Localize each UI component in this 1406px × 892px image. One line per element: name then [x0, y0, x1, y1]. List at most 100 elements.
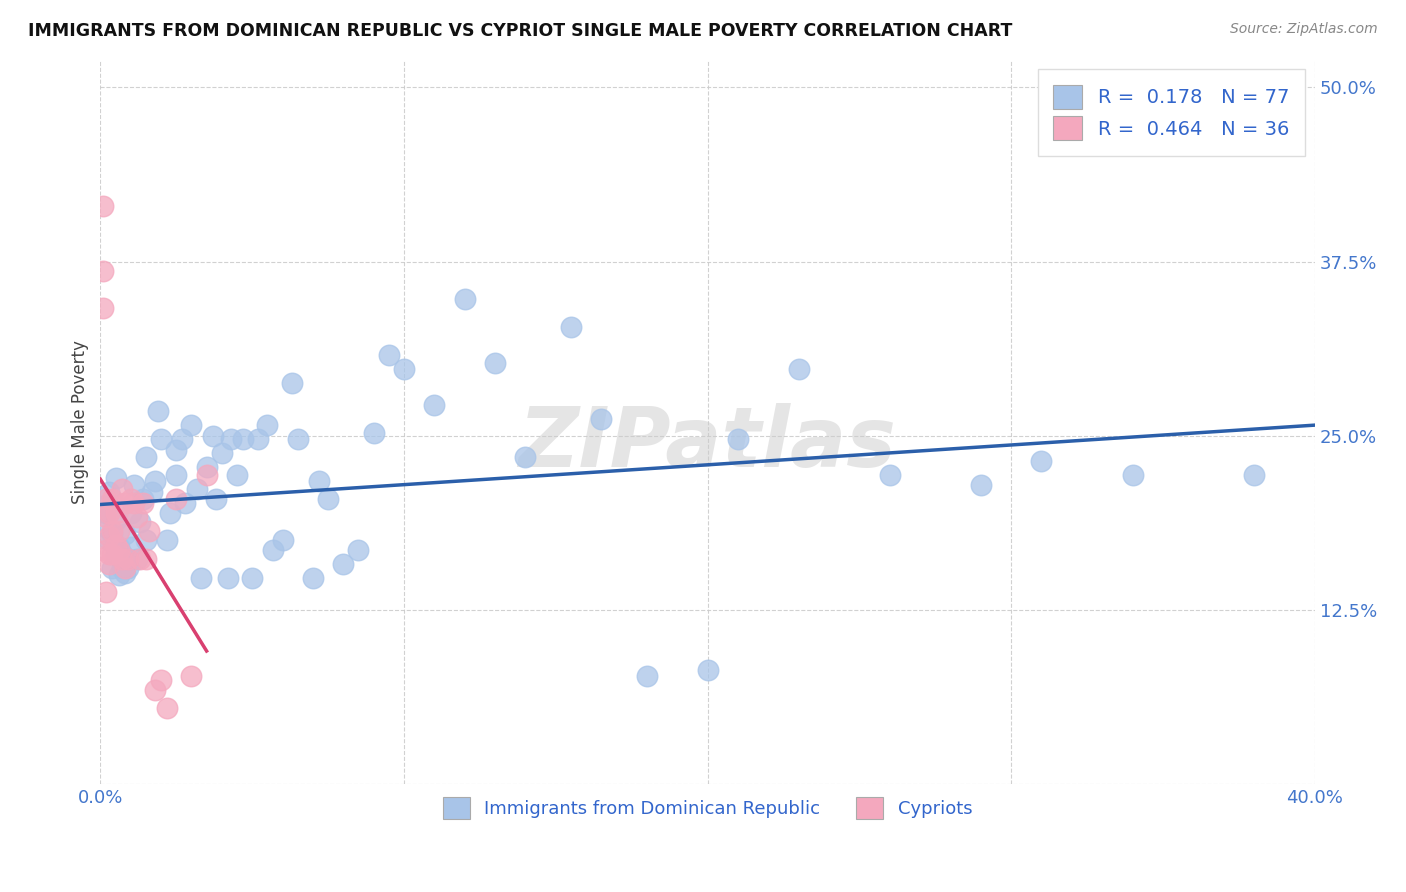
Point [247, 432, 270, 446]
Point [217, 571, 239, 585]
Point [101, 524, 124, 538]
Point [316, 491, 339, 506]
Point [308, 474, 330, 488]
Point [226, 467, 249, 482]
Point [138, 524, 160, 538]
Point [143, 474, 166, 488]
Point [96, 509, 118, 524]
Point [98, 529, 121, 543]
Point [186, 482, 208, 496]
Point [101, 548, 124, 562]
Point [190, 571, 212, 585]
Point [787, 362, 810, 376]
Point [114, 561, 136, 575]
Point [141, 484, 163, 499]
Point [165, 442, 187, 457]
Point [1122, 467, 1144, 482]
Point [150, 432, 173, 446]
Point [132, 496, 155, 510]
Point [879, 467, 901, 482]
Point [219, 432, 242, 446]
Point [156, 533, 179, 548]
Point [96, 491, 118, 506]
Point [232, 432, 254, 446]
Point [122, 477, 145, 491]
Point [150, 673, 173, 687]
Point [107, 541, 129, 555]
Point [96, 543, 118, 558]
Legend: Immigrants from Dominican Republic, Cypriots: Immigrants from Dominican Republic, Cypr… [436, 789, 980, 826]
Point [110, 551, 132, 566]
Point [93, 499, 115, 513]
Point [93, 199, 115, 213]
Point [211, 445, 233, 459]
Point [1031, 454, 1053, 468]
Point [302, 571, 325, 585]
Point [96, 585, 118, 599]
Point [107, 524, 129, 538]
Point [114, 496, 136, 510]
Point [204, 491, 226, 506]
Point [156, 700, 179, 714]
Point [180, 669, 202, 683]
Point [128, 516, 150, 530]
Point [143, 682, 166, 697]
Point [423, 398, 446, 412]
Point [262, 543, 284, 558]
Point [146, 404, 169, 418]
Point [104, 512, 127, 526]
Y-axis label: Single Male Poverty: Single Male Poverty [72, 340, 89, 504]
Point [110, 561, 132, 575]
Point [347, 543, 370, 558]
Point [1243, 467, 1265, 482]
Point [114, 526, 136, 541]
Point [114, 566, 136, 580]
Point [107, 568, 129, 582]
Point [98, 506, 121, 520]
Point [378, 348, 401, 362]
Point [120, 541, 142, 555]
Text: IMMIGRANTS FROM DOMINICAN REPUBLIC VS CYPRIOT SINGLE MALE POVERTY CORRELATION CH: IMMIGRANTS FROM DOMINICAN REPUBLIC VS CY… [28, 22, 1012, 40]
Point [101, 561, 124, 575]
Point [125, 551, 148, 566]
Point [101, 526, 124, 541]
Point [201, 429, 224, 443]
Point [125, 509, 148, 524]
Point [180, 417, 202, 432]
Point [135, 551, 157, 566]
Point [132, 491, 155, 506]
Point [117, 551, 139, 566]
Point [104, 538, 127, 552]
Point [453, 293, 475, 307]
Point [96, 519, 118, 533]
Point [271, 533, 294, 548]
Point [117, 551, 139, 566]
Point [122, 496, 145, 510]
Point [98, 484, 121, 499]
Point [93, 301, 115, 315]
Point [195, 467, 218, 482]
Point [98, 548, 121, 562]
Point [159, 506, 181, 520]
Point [696, 663, 718, 677]
Point [560, 320, 582, 334]
Point [970, 477, 993, 491]
Point [332, 558, 354, 572]
Point [117, 561, 139, 575]
Point [287, 432, 309, 446]
Point [120, 506, 142, 520]
Point [107, 543, 129, 558]
Point [165, 491, 187, 506]
Point [280, 376, 302, 390]
Point [636, 669, 658, 683]
Point [174, 496, 197, 510]
Point [98, 533, 121, 548]
Point [110, 482, 132, 496]
Point [363, 426, 385, 441]
Point [104, 548, 127, 562]
Point [240, 571, 263, 585]
Point [591, 412, 613, 426]
Point [93, 264, 115, 278]
Point [104, 471, 127, 485]
Point [392, 362, 415, 376]
